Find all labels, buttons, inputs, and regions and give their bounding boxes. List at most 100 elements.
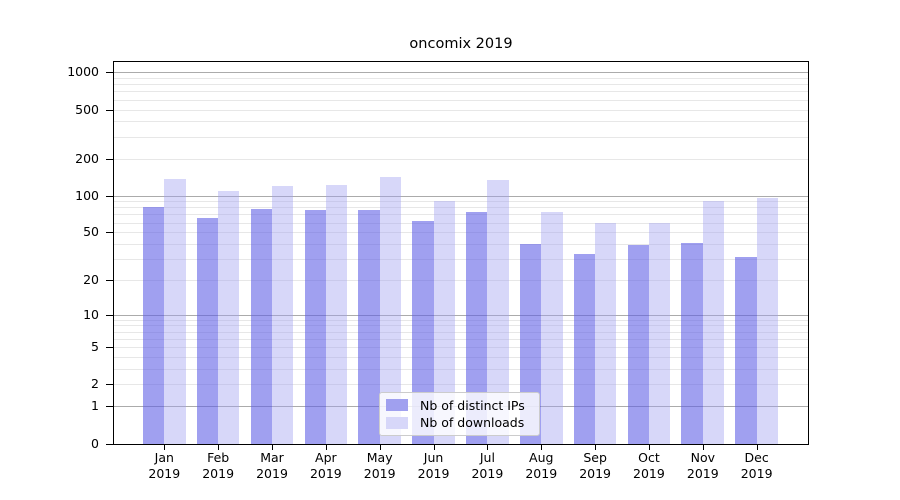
- chart-title: oncomix 2019: [409, 36, 513, 52]
- gridline-minor: [114, 136, 808, 138]
- y-tick-label: 200: [75, 150, 99, 166]
- ips-bar: [358, 210, 380, 444]
- x-tick-mark: [218, 444, 220, 450]
- downloads-bar: [272, 185, 294, 444]
- gridline-minor: [114, 214, 808, 216]
- x-tick-label: Feb 2019: [202, 450, 235, 481]
- x-tick-label: Sep 2019: [579, 450, 611, 481]
- y-tick-mark: [106, 406, 113, 408]
- gridline-minor: [114, 84, 808, 86]
- legend-item-distinct-ips: Nb of distinct IPs: [386, 397, 533, 414]
- x-tick-label: Jun 2019: [417, 450, 450, 481]
- y-tick-label: 10: [83, 306, 99, 322]
- downloads-bar: [595, 222, 617, 444]
- x-tick-label: May 2019: [363, 450, 396, 481]
- gridline-minor: [114, 78, 808, 79]
- x-tick-mark: [379, 444, 381, 450]
- x-tick-label: Jul 2019: [471, 450, 504, 481]
- gridline-minor: [114, 99, 808, 101]
- x-tick-label: Apr 2019: [309, 450, 342, 481]
- gridline-major: [114, 195, 808, 197]
- ips-bar: [681, 242, 703, 444]
- gridline-minor: [114, 109, 808, 111]
- x-tick-mark: [272, 444, 273, 450]
- gridline-minor: [114, 158, 808, 160]
- x-tick-label: Mar 2019: [256, 450, 288, 481]
- legend-swatch-distinct-ips: [386, 399, 408, 412]
- y-tick-mark: [106, 279, 113, 281]
- gridline-minor: [114, 121, 808, 123]
- y-tick-label: 2: [91, 376, 99, 392]
- y-tick-label: 5: [91, 339, 99, 355]
- gridline-major: [114, 314, 808, 316]
- gridline-minor: [114, 232, 808, 234]
- ips-bar: [627, 245, 649, 444]
- y-tick-label: 500: [75, 101, 99, 117]
- x-tick-mark: [541, 444, 543, 450]
- downloads-bar: [702, 200, 725, 444]
- x-tick-mark: [702, 444, 704, 450]
- gridline-minor: [114, 325, 808, 327]
- legend-label-downloads: Nb of downloads: [420, 415, 525, 431]
- ips-bar: [196, 218, 219, 444]
- gridline-minor: [114, 331, 808, 333]
- gridline-minor: [114, 384, 808, 386]
- x-tick-mark: [487, 444, 489, 450]
- gridline-major: [114, 72, 808, 74]
- plot-area: [113, 60, 809, 445]
- gridline-minor: [114, 243, 808, 245]
- gridline-minor: [114, 319, 808, 321]
- x-tick-label: Dec 2019: [740, 450, 773, 481]
- gridline-minor: [114, 91, 808, 93]
- y-tick-mark: [106, 195, 113, 197]
- legend-swatch-downloads: [386, 416, 408, 429]
- gridline-minor: [114, 369, 808, 371]
- gridline-minor: [114, 347, 808, 349]
- y-tick-label: 100: [75, 187, 99, 203]
- downloads-bar: [648, 222, 671, 444]
- downloads-bar: [218, 191, 240, 444]
- downloads-bar: [325, 184, 348, 444]
- downloads-bar: [164, 179, 186, 444]
- y-tick-label: 1: [91, 398, 99, 414]
- y-tick-mark: [106, 314, 113, 316]
- legend-item-downloads: Nb of downloads: [386, 414, 533, 431]
- x-tick-mark: [756, 444, 758, 450]
- x-tick-label: Nov 2019: [686, 450, 719, 481]
- ips-bar: [573, 254, 596, 444]
- x-tick-mark: [164, 444, 166, 450]
- x-tick-label: Oct 2019: [633, 450, 665, 481]
- x-tick-mark: [595, 444, 597, 450]
- y-tick-label: 1000: [67, 64, 99, 80]
- y-tick-mark: [106, 72, 113, 74]
- downloads-bar: [379, 176, 402, 444]
- y-tick-mark: [106, 384, 113, 386]
- gridline-minor: [114, 201, 808, 203]
- y-tick-mark: [106, 158, 113, 160]
- y-tick-label: 20: [83, 271, 99, 287]
- x-tick-label: Aug 2019: [525, 450, 558, 481]
- ips-bar: [412, 220, 434, 444]
- x-tick-mark: [325, 444, 327, 450]
- gridline-minor: [114, 338, 808, 340]
- ips-bar: [304, 210, 326, 444]
- gridline-minor: [114, 207, 808, 209]
- downloads-bar: [756, 198, 778, 444]
- gridline-minor: [114, 259, 808, 261]
- legend-label-distinct-ips: Nb of distinct IPs: [420, 397, 525, 413]
- downloads-bar: [541, 212, 563, 444]
- downloads-bar: [433, 200, 455, 444]
- y-tick-mark: [106, 232, 113, 234]
- legend: Nb of distinct IPs Nb of downloads: [379, 392, 540, 436]
- ips-bar: [250, 208, 272, 444]
- y-tick-label: 50: [83, 224, 99, 240]
- ips-bar: [735, 257, 757, 444]
- ips-bar: [142, 206, 165, 444]
- x-tick-label: Jan 2019: [148, 450, 181, 481]
- gridline-minor: [114, 222, 808, 224]
- y-tick-mark: [106, 347, 113, 349]
- y-tick-label: 0: [91, 435, 99, 451]
- ips-bar: [466, 212, 488, 444]
- y-tick-mark: [106, 443, 113, 445]
